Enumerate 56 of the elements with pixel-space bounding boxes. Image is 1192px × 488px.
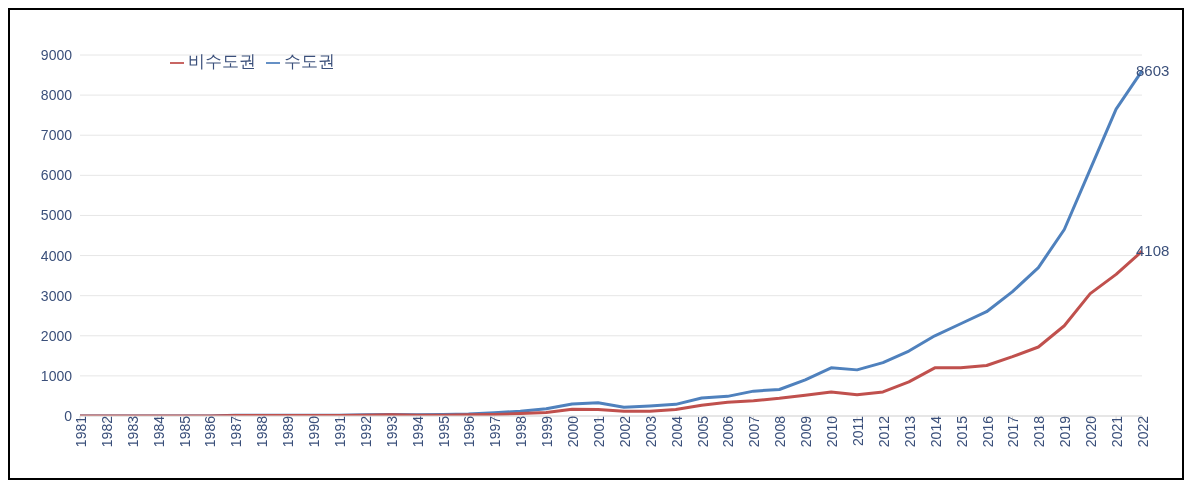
x-tick-label: 2000	[565, 415, 582, 448]
x-tick-label: 1983	[124, 415, 141, 448]
legend-label: 비수도권	[188, 52, 256, 71]
x-tick-label: 1989	[280, 415, 297, 448]
x-tick-label: 2004	[668, 415, 685, 448]
legend-label: 수도권	[284, 52, 335, 71]
x-tick-label: 2005	[694, 415, 711, 448]
x-tick-label: 2022	[1134, 415, 1151, 448]
y-tick-label: 2000	[40, 327, 73, 344]
y-tick-label: 9000	[40, 46, 73, 63]
y-tick-label: 5000	[40, 207, 73, 224]
x-tick-label: 2013	[901, 415, 918, 448]
x-tick-label: 1988	[254, 415, 271, 448]
x-tick-label: 2011	[850, 415, 867, 447]
x-tick-label: 2012	[875, 415, 892, 448]
x-tick-label: 1981	[72, 415, 89, 448]
data-label: 4108	[1136, 242, 1170, 260]
x-tick-label: 2017	[1005, 415, 1022, 448]
x-tick-label: 2020	[1083, 415, 1100, 448]
x-tick-label: 1996	[461, 415, 478, 448]
x-tick-label: 2014	[927, 415, 944, 448]
data-label: 8603	[1136, 61, 1170, 79]
x-tick-label: 2003	[642, 415, 659, 448]
x-tick-label: 1995	[435, 415, 452, 448]
x-tick-label: 2009	[798, 415, 815, 448]
x-tick-label: 1994	[409, 415, 426, 448]
y-tick-label: 8000	[40, 87, 73, 104]
x-tick-label: 2016	[979, 415, 996, 448]
y-tick-label: 6000	[40, 167, 73, 184]
x-tick-label: 1984	[150, 415, 167, 448]
x-tick-label: 2002	[616, 415, 633, 448]
y-tick-label: 3000	[40, 287, 73, 304]
x-tick-label: 1999	[539, 415, 556, 448]
x-tick-label: 2001	[590, 415, 607, 448]
x-tick-label: 1992	[357, 415, 374, 448]
x-tick-label: 1998	[513, 415, 530, 448]
x-tick-label: 2015	[953, 415, 970, 448]
x-tick-label: 1986	[202, 415, 219, 448]
x-tick-label: 1985	[176, 415, 193, 448]
x-tick-label: 1982	[98, 415, 115, 448]
y-tick-label: 1000	[40, 367, 73, 384]
x-tick-label: 1993	[383, 415, 400, 448]
x-tick-label: 2006	[720, 415, 737, 448]
y-tick-label: 7000	[40, 127, 73, 144]
x-tick-label: 2010	[824, 415, 841, 448]
x-tick-label: 1987	[228, 415, 245, 448]
x-tick-label: 1990	[306, 415, 323, 448]
x-tick-label: 2007	[746, 415, 763, 448]
x-tick-label: 2018	[1031, 415, 1048, 448]
y-tick-label: 0	[64, 407, 73, 424]
y-tick-label: 4000	[40, 247, 73, 264]
x-tick-label: 1997	[487, 415, 504, 448]
x-tick-label: 2019	[1057, 415, 1074, 448]
x-tick-label: 1991	[331, 415, 348, 448]
x-tick-label: 2021	[1109, 415, 1126, 448]
x-tick-label: 2008	[772, 415, 789, 448]
